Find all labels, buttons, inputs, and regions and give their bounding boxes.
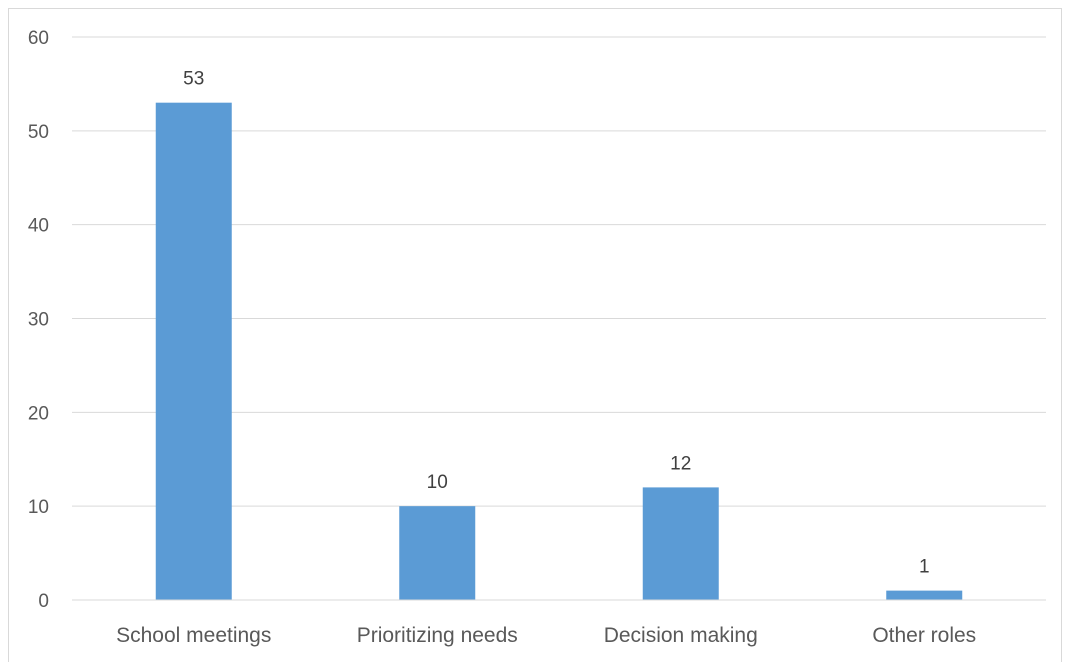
y-tick-label: 40 — [28, 216, 49, 237]
data-label: 53 — [183, 69, 204, 90]
bar — [155, 102, 232, 600]
data-label: 10 — [427, 472, 448, 493]
y-tick-label: 60 — [28, 28, 49, 49]
category-label: Decision making — [604, 624, 758, 647]
bar — [642, 487, 719, 600]
y-axis-ticks: 0 10 20 30 40 50 60 — [28, 28, 49, 612]
data-label: 1 — [919, 557, 930, 578]
category-label: Prioritizing needs — [357, 624, 518, 647]
data-labels: 53 10 12 1 — [183, 69, 929, 578]
bar — [399, 506, 476, 600]
y-tick-label: 20 — [28, 403, 49, 424]
category-label: School meetings — [116, 624, 271, 647]
category-label: Other roles — [872, 624, 976, 647]
bar — [886, 590, 963, 600]
chart-frame — [8, 8, 1062, 662]
y-tick-label: 30 — [28, 310, 49, 331]
data-label: 12 — [670, 453, 691, 474]
gridlines — [72, 36, 1046, 507]
y-tick-label: 10 — [28, 497, 49, 518]
bars — [155, 102, 963, 600]
y-tick-label: 50 — [28, 122, 49, 143]
category-labels: School meetings Prioritizing needs Decisio… — [116, 624, 976, 647]
y-tick-label: 0 — [38, 591, 49, 612]
